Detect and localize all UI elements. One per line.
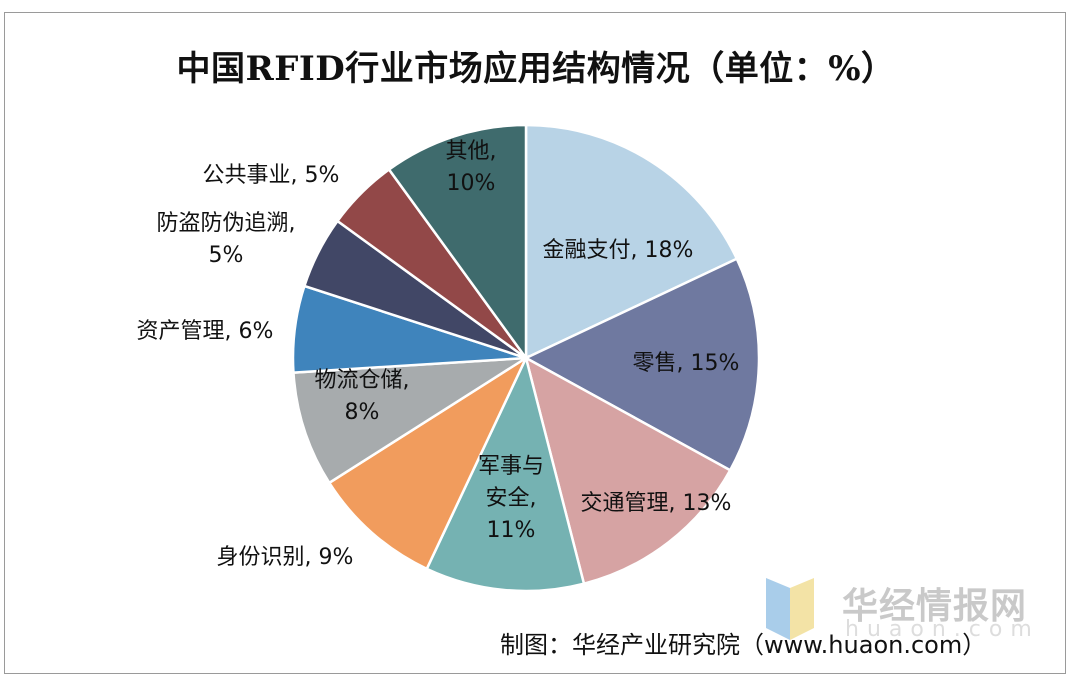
pie-labels: 金融支付, 18% 零售, 15% 交通管理, 13% 军事与安全, 11% 身份识别, … [137, 139, 740, 570]
slice-label-0: 金融支付, 18% [543, 238, 694, 263]
slice-label-4: 身份识别, 9% [217, 545, 354, 570]
pie-slice-0 [524, 123, 739, 360]
pie-slice-1 [523, 257, 761, 472]
pie-slice-9 [387, 123, 528, 362]
slice-label-1: 零售, 15% [633, 351, 740, 376]
slice-label-3: 军事与安全, 11% [478, 454, 544, 543]
watermark-logo-icon [766, 578, 814, 640]
pie-slice-2 [524, 355, 732, 586]
slice-label-8: 公共事业, 5% [203, 163, 340, 188]
slice-label-2: 交通管理, 13% [581, 491, 732, 516]
slice-label-9: 其他, 10% [446, 139, 497, 196]
pie-slice-5 [292, 356, 527, 485]
pie-slices [291, 123, 761, 593]
slice-label-6: 资产管理, 6% [137, 319, 274, 344]
pie-slice-3 [425, 354, 586, 593]
source-note: 制图：华经产业研究院（www.huaon.com） [500, 631, 987, 659]
slice-label-7: 防盗防伪追溯, 5% [157, 211, 296, 268]
pie-slice-4 [327, 354, 529, 571]
chart-title: 中国RFID行业市场应用结构情况（单位：%） [176, 49, 896, 89]
watermark-domain: huaon.com [845, 617, 1040, 642]
slice-label-5: 物流仓储, 8% [315, 368, 410, 425]
watermark-brand: 华经情报网 [842, 586, 1028, 627]
